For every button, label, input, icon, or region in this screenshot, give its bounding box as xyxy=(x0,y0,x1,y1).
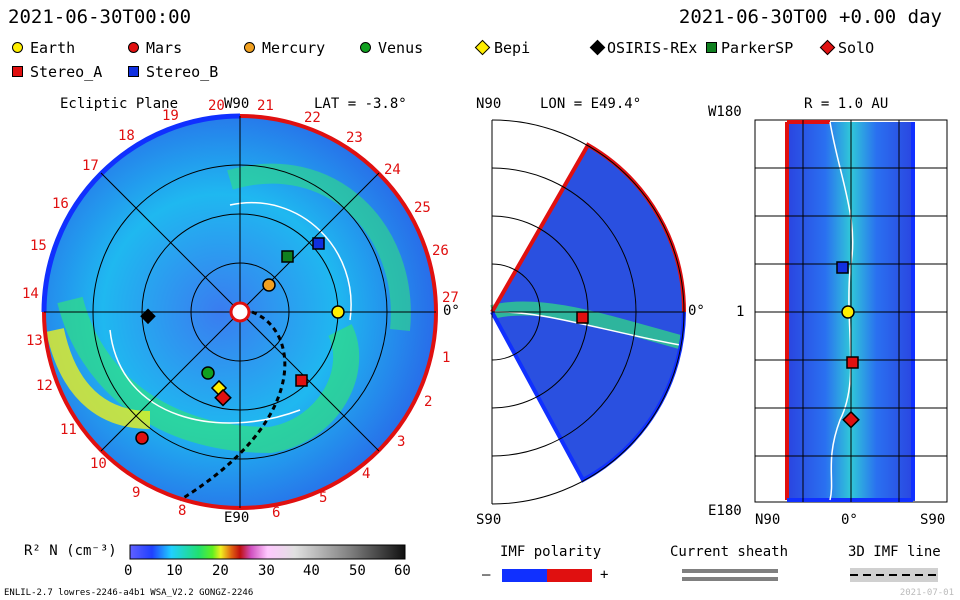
colorbar-tick: 10 xyxy=(166,563,183,579)
stereo-a-marker-icon xyxy=(12,66,23,77)
colorbar-tick: 50 xyxy=(349,563,366,579)
meridional-panel xyxy=(490,119,687,505)
left-timestamp: 2021-06-30T00:00 xyxy=(8,6,192,28)
venus-marker-icon xyxy=(360,42,371,53)
imf-plus: + xyxy=(600,567,609,583)
radial-x-label: 0° xyxy=(841,512,858,528)
meridional-top-left: N90 xyxy=(476,96,502,112)
legend-earth: Earth xyxy=(30,39,76,57)
sector-label: 1 xyxy=(442,350,451,366)
sector-label: 20 xyxy=(208,98,225,114)
legend-mercury: Mercury xyxy=(262,39,326,57)
legend-bepi: Bepi xyxy=(494,39,531,57)
legend-stereo-b: Stereo_B xyxy=(146,63,219,81)
radial-left-mid: 1 xyxy=(736,304,745,320)
current-sheath-title: Current sheath xyxy=(670,544,789,560)
colorbar-label: R² N (cm⁻³) xyxy=(24,543,117,559)
ecliptic-bottom-label: E90 xyxy=(224,510,250,526)
sector-label: 11 xyxy=(60,422,77,438)
ecliptic-title: Ecliptic Plane xyxy=(60,96,179,112)
imf-polarity-title: IMF polarity xyxy=(500,544,602,560)
sector-label: 16 xyxy=(52,196,69,212)
ecliptic-top-label: W90 xyxy=(224,96,250,112)
sector-label: 5 xyxy=(319,490,328,506)
imf-minus: – xyxy=(482,567,491,583)
mercury-marker-icon xyxy=(244,42,255,53)
footer-date: 2021-07-01 xyxy=(899,588,954,598)
legend-venus: Venus xyxy=(378,39,424,57)
colorbar-tick: 30 xyxy=(258,563,275,579)
legend-osiris-rex: OSIRIS-REx xyxy=(607,39,698,57)
sector-label: 4 xyxy=(362,466,371,482)
sector-label: 8 xyxy=(178,503,187,519)
density-colorbar xyxy=(129,544,406,560)
sector-label: 22 xyxy=(304,110,321,126)
colorbar-tick: 60 xyxy=(394,563,411,579)
radial-title: R = 1.0 AU xyxy=(804,96,889,112)
radial-top-left: W180 xyxy=(708,104,742,120)
sector-label: 10 xyxy=(90,456,107,472)
legend-solo: SolO xyxy=(838,39,875,57)
radial-x-label: S90 xyxy=(920,512,946,528)
stereo-b-marker-icon xyxy=(128,66,139,77)
meridional-right-label: 0° xyxy=(688,303,705,319)
sector-label: 24 xyxy=(384,162,401,178)
earth-marker-icon xyxy=(12,42,23,53)
sector-label: 25 xyxy=(414,200,431,216)
mars-marker-icon xyxy=(128,42,139,53)
right-timestamp: 2021-06-30T00 +0.00 day xyxy=(678,6,942,28)
sector-label: 14 xyxy=(22,286,39,302)
sector-label: 23 xyxy=(346,130,363,146)
ecliptic-right-label: 0° xyxy=(443,303,460,319)
colorbar-tick: 0 xyxy=(124,563,133,579)
footer-model-info: ENLIL-2.7 lowres-2246-a4b1 WSA_V2.2 GONG… xyxy=(4,588,254,598)
parker-marker-icon xyxy=(706,42,717,53)
colorbar-tick: 20 xyxy=(212,563,229,579)
sector-label: 3 xyxy=(397,434,406,450)
sector-label: 12 xyxy=(36,378,53,394)
sector-label: 9 xyxy=(132,485,141,501)
sector-label: 13 xyxy=(26,333,43,349)
sector-label: 27 xyxy=(442,290,459,306)
radial-bottom-left: E180 xyxy=(708,503,742,519)
sector-label: 6 xyxy=(272,505,281,521)
legend-mars: Mars xyxy=(146,39,183,57)
imf-line-title: 3D IMF line xyxy=(848,544,941,560)
radial-panel xyxy=(754,119,948,503)
ecliptic-plane-panel xyxy=(41,113,438,510)
colorbar-tick: 40 xyxy=(303,563,320,579)
sector-label: 26 xyxy=(432,243,449,259)
sector-label: 19 xyxy=(162,108,179,124)
sector-label: 2 xyxy=(424,394,433,410)
sector-label: 18 xyxy=(118,128,135,144)
legend-stereo-a: Stereo_A xyxy=(30,63,103,81)
ecliptic-lat: LAT = -3.8° xyxy=(314,96,407,112)
sector-label: 21 xyxy=(257,98,274,114)
sector-label: 15 xyxy=(30,238,47,254)
meridional-bottom-left: S90 xyxy=(476,512,502,528)
radial-x-label: N90 xyxy=(755,512,781,528)
sector-label: 17 xyxy=(82,158,99,174)
legend-parkersp: ParkerSP xyxy=(721,39,794,57)
meridional-lon: LON = E49.4° xyxy=(540,96,642,112)
